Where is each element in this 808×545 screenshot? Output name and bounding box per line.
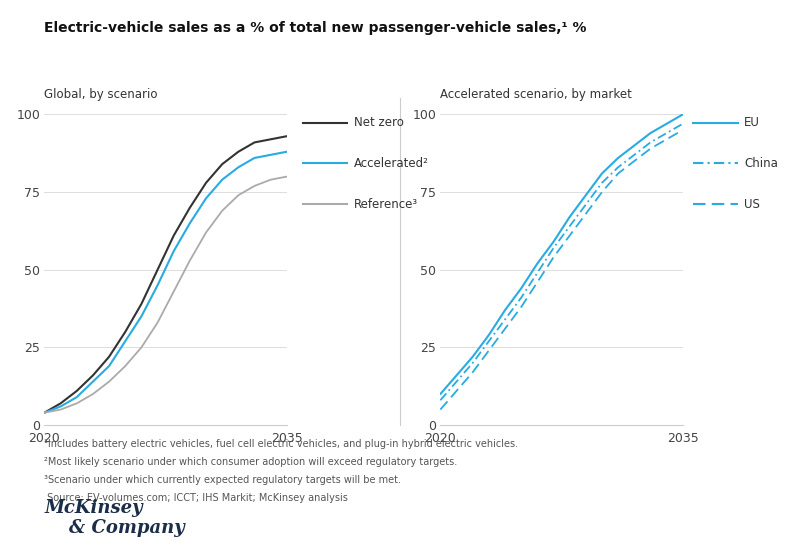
Text: Electric-vehicle sales as a % of total new passenger-vehicle sales,¹ %: Electric-vehicle sales as a % of total n… [44,21,587,35]
Text: Reference³: Reference³ [354,198,418,211]
Text: ²Most likely scenario under which consumer adoption will exceed regulatory targe: ²Most likely scenario under which consum… [44,457,457,467]
Text: Source: EV-volumes.com; ICCT; IHS Markit; McKinsey analysis: Source: EV-volumes.com; ICCT; IHS Markit… [44,493,348,502]
Text: Accelerated scenario, by market: Accelerated scenario, by market [440,88,632,101]
Text: Global, by scenario: Global, by scenario [44,88,158,101]
Text: Accelerated²: Accelerated² [354,157,429,170]
Text: McKinsey: McKinsey [44,499,143,517]
Text: ³Scenario under which currently expected regulatory targets will be met.: ³Scenario under which currently expected… [44,475,402,485]
Text: Net zero: Net zero [354,116,404,129]
Text: EU: EU [744,116,760,129]
Text: & Company: & Company [69,519,184,537]
Text: China: China [744,157,778,170]
Text: US: US [744,198,760,211]
Text: ¹Includes battery electric vehicles, fuel cell electric vehicles, and plug-in hy: ¹Includes battery electric vehicles, fue… [44,439,519,449]
